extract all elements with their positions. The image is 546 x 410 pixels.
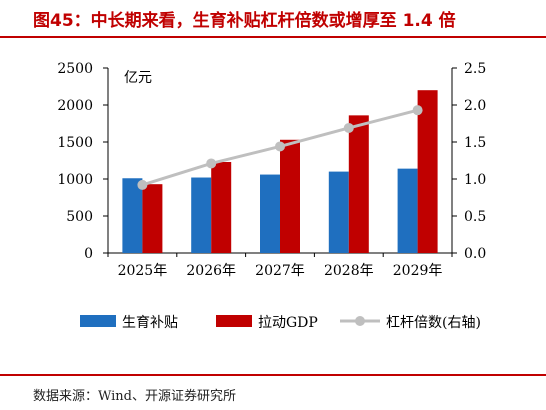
legend-label-leverage: 杠杆倍数(右轴): [386, 315, 481, 331]
right-y-tick-label: 2.0: [464, 98, 486, 114]
leverage-point: [137, 179, 148, 190]
chart: 0 500 1000 1500 2000 2500 0.0 0.5 1.0 1.5 2.0 2.5 亿元…: [57, 61, 486, 331]
bar-subsidy: [122, 178, 143, 253]
bar-gdp: [280, 139, 300, 253]
leverage-point: [206, 158, 217, 169]
source-note: 数据来源：Wind、开源证券研究所: [33, 389, 236, 404]
title-bar: 图45：中长期来看，生育补贴杠杆倍数或增厚至 1.4 倍: [0, 0, 546, 38]
left-y-tick-label: 1000: [57, 172, 93, 188]
right-y-tick-label: 0.5: [464, 209, 486, 225]
right-y-tick-label: 0.0: [464, 246, 486, 262]
right-y-tick-label: 1.5: [464, 135, 486, 151]
source-bar: 数据来源：Wind、开源证券研究所: [0, 374, 546, 410]
legend-swatch-gdp: [216, 315, 252, 327]
bar-subsidy: [260, 174, 280, 253]
left-y-tick-label: 500: [66, 209, 93, 225]
right-y-tick-label: 1.0: [464, 172, 486, 188]
left-y-tick-label: 2500: [57, 61, 93, 77]
unit-label: 亿元: [124, 70, 152, 86]
x-tick-label: 2025年: [118, 263, 168, 279]
figure-title: 图45：中长期来看，生育补贴杠杆倍数或增厚至 1.4 倍: [33, 11, 456, 31]
bar-gdp: [348, 115, 369, 253]
bar-subsidy: [191, 177, 212, 253]
x-tick-label: 2027年: [255, 263, 305, 279]
leverage-point: [275, 141, 285, 152]
right-y-tick-label: 2.5: [464, 61, 486, 77]
legend-swatch-subsidy: [80, 315, 116, 327]
x-tick-label: 2028年: [324, 263, 374, 279]
bar-gdp: [417, 90, 438, 253]
legend-swatch-leverage-point: [355, 316, 365, 326]
left-y-tick-label: 1500: [57, 135, 93, 151]
bar-gdp: [211, 161, 232, 253]
x-tick-label: 2029年: [393, 263, 443, 279]
bar-gdp: [142, 184, 163, 253]
legend-label-gdp: 拉动GDP: [258, 315, 318, 331]
legend-label-subsidy: 生育补贴: [122, 315, 178, 331]
left-y-tick-label: 0: [84, 246, 93, 262]
leverage-point: [343, 122, 354, 133]
left-y-tick-label: 2000: [57, 98, 93, 114]
x-tick-label: 2026年: [186, 263, 236, 279]
bar-subsidy: [397, 168, 418, 253]
leverage-point: [412, 105, 423, 116]
bar-subsidy: [328, 171, 349, 253]
